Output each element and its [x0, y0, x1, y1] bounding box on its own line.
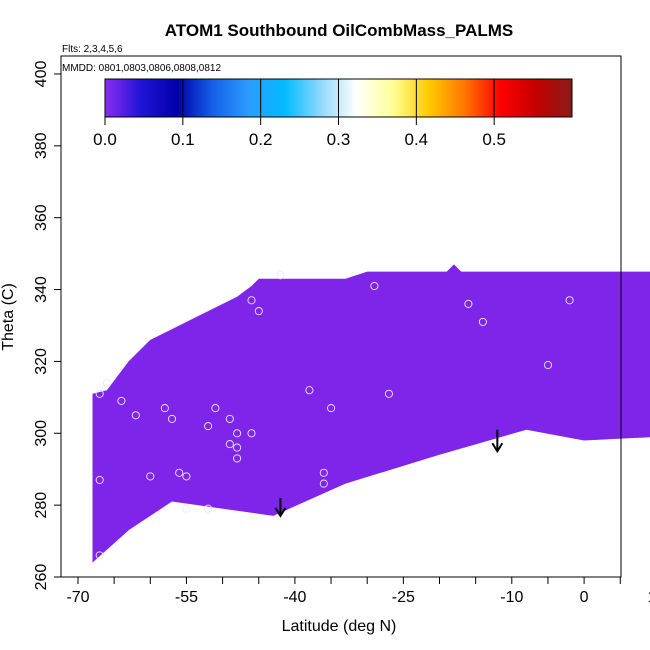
sample-points — [95, 271, 574, 560]
x-tick-label: -55 — [175, 589, 198, 606]
y-tick-label: 340 — [33, 276, 50, 303]
sample-point — [160, 404, 169, 413]
plot-frame — [60, 55, 622, 578]
sample-point — [565, 296, 574, 305]
flight-arrow — [491, 429, 504, 454]
sample-point — [225, 414, 234, 423]
sample-point — [225, 440, 234, 449]
y-tick-label: 400 — [33, 61, 50, 88]
sample-point — [117, 396, 126, 405]
y-axis-label: Theta (C) — [0, 283, 17, 351]
flight-arrows — [274, 429, 504, 518]
heatmap-field — [92, 264, 650, 563]
sample-point — [233, 454, 242, 463]
sample-point — [327, 404, 336, 413]
x-tick-label: 0 — [580, 589, 589, 606]
flight-arrow — [274, 497, 287, 518]
y-tick-label: 300 — [33, 420, 50, 447]
x-tick-label: 10 — [648, 589, 650, 606]
sample-point — [211, 404, 220, 413]
sample-point — [276, 271, 285, 280]
colorbar-tick-label: 0.3 — [327, 130, 351, 149]
x-tick-label: -40 — [283, 589, 306, 606]
sample-point — [182, 472, 191, 481]
colorbar: 0.0 0.1 0.2 0.3 0.4 0.5 — [93, 78, 573, 149]
x-tick-label: -25 — [392, 589, 415, 606]
sample-point — [464, 299, 473, 308]
y-tick-label: 280 — [33, 492, 50, 519]
y-tick-label: 380 — [33, 132, 50, 159]
x-axis: -70-55-40-25-1001020304050607080 — [66, 577, 650, 606]
y-tick-label: 260 — [33, 564, 50, 591]
y-tick-label: 360 — [33, 204, 50, 231]
sample-point — [254, 307, 263, 316]
sample-point — [247, 296, 256, 305]
sample-point — [95, 389, 104, 398]
colorbar-tick-label: 0.1 — [171, 130, 195, 149]
flights-label: Flts: 2,3,4,5,6 — [62, 44, 123, 55]
sample-point — [478, 317, 487, 326]
sample-point — [319, 468, 328, 477]
sample-point — [146, 472, 155, 481]
x-tick-label: -10 — [500, 589, 523, 606]
sample-point — [95, 551, 104, 560]
colorbar-tick-label: 0.2 — [249, 130, 273, 149]
sample-point — [167, 414, 177, 423]
heatmap-background — [92, 264, 650, 563]
chart-title: ATOM1 Southbound OilCombMass_PALMS — [165, 21, 514, 40]
sample-point — [384, 389, 393, 398]
sample-point — [204, 504, 213, 513]
sample-point — [131, 411, 140, 420]
colorbar-tick-label: 0.4 — [405, 130, 429, 149]
colorbar-tick-label: 0.5 — [482, 130, 506, 149]
sample-point — [95, 475, 104, 485]
sample-point — [247, 429, 256, 438]
sample-point — [204, 422, 213, 431]
sample-point — [233, 443, 242, 452]
sample-point — [182, 504, 191, 513]
x-axis-label: Latitude (deg N) — [282, 618, 397, 635]
sample-point — [175, 468, 184, 477]
x-tick-label: -70 — [66, 589, 89, 606]
y-axis: 260 280 300 320 340 360 380 400 — [33, 61, 61, 591]
sample-point — [543, 360, 553, 370]
sample-point — [305, 386, 314, 395]
colorbar-tick-label: 0.0 — [93, 130, 117, 149]
sample-point — [370, 281, 379, 291]
y-tick-label: 320 — [33, 348, 50, 375]
dates-label: MMDD: 0801,0803,0806,0808,0812 — [62, 63, 221, 74]
sample-point — [102, 378, 111, 388]
sample-point — [233, 429, 242, 438]
sample-point — [319, 479, 328, 488]
